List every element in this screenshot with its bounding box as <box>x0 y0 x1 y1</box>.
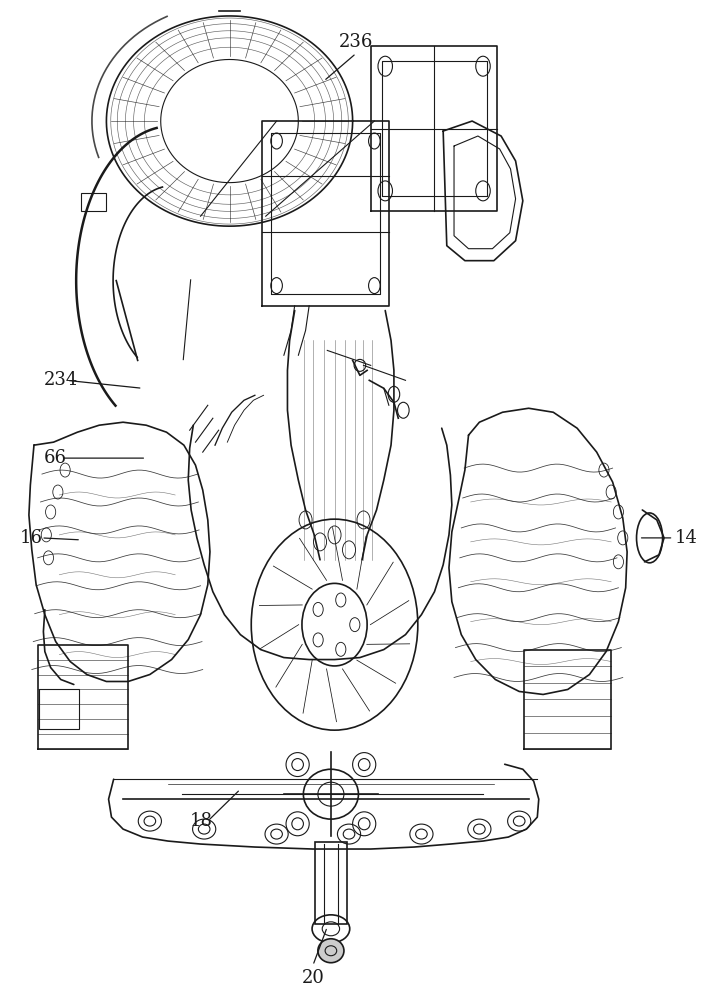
Text: 16: 16 <box>20 529 42 547</box>
Ellipse shape <box>318 939 344 963</box>
Text: 234: 234 <box>44 371 78 389</box>
Text: 18: 18 <box>190 812 213 830</box>
Text: 14: 14 <box>675 529 698 547</box>
Text: 236: 236 <box>339 33 374 51</box>
Text: 66: 66 <box>44 449 66 467</box>
Text: 20: 20 <box>302 969 324 987</box>
